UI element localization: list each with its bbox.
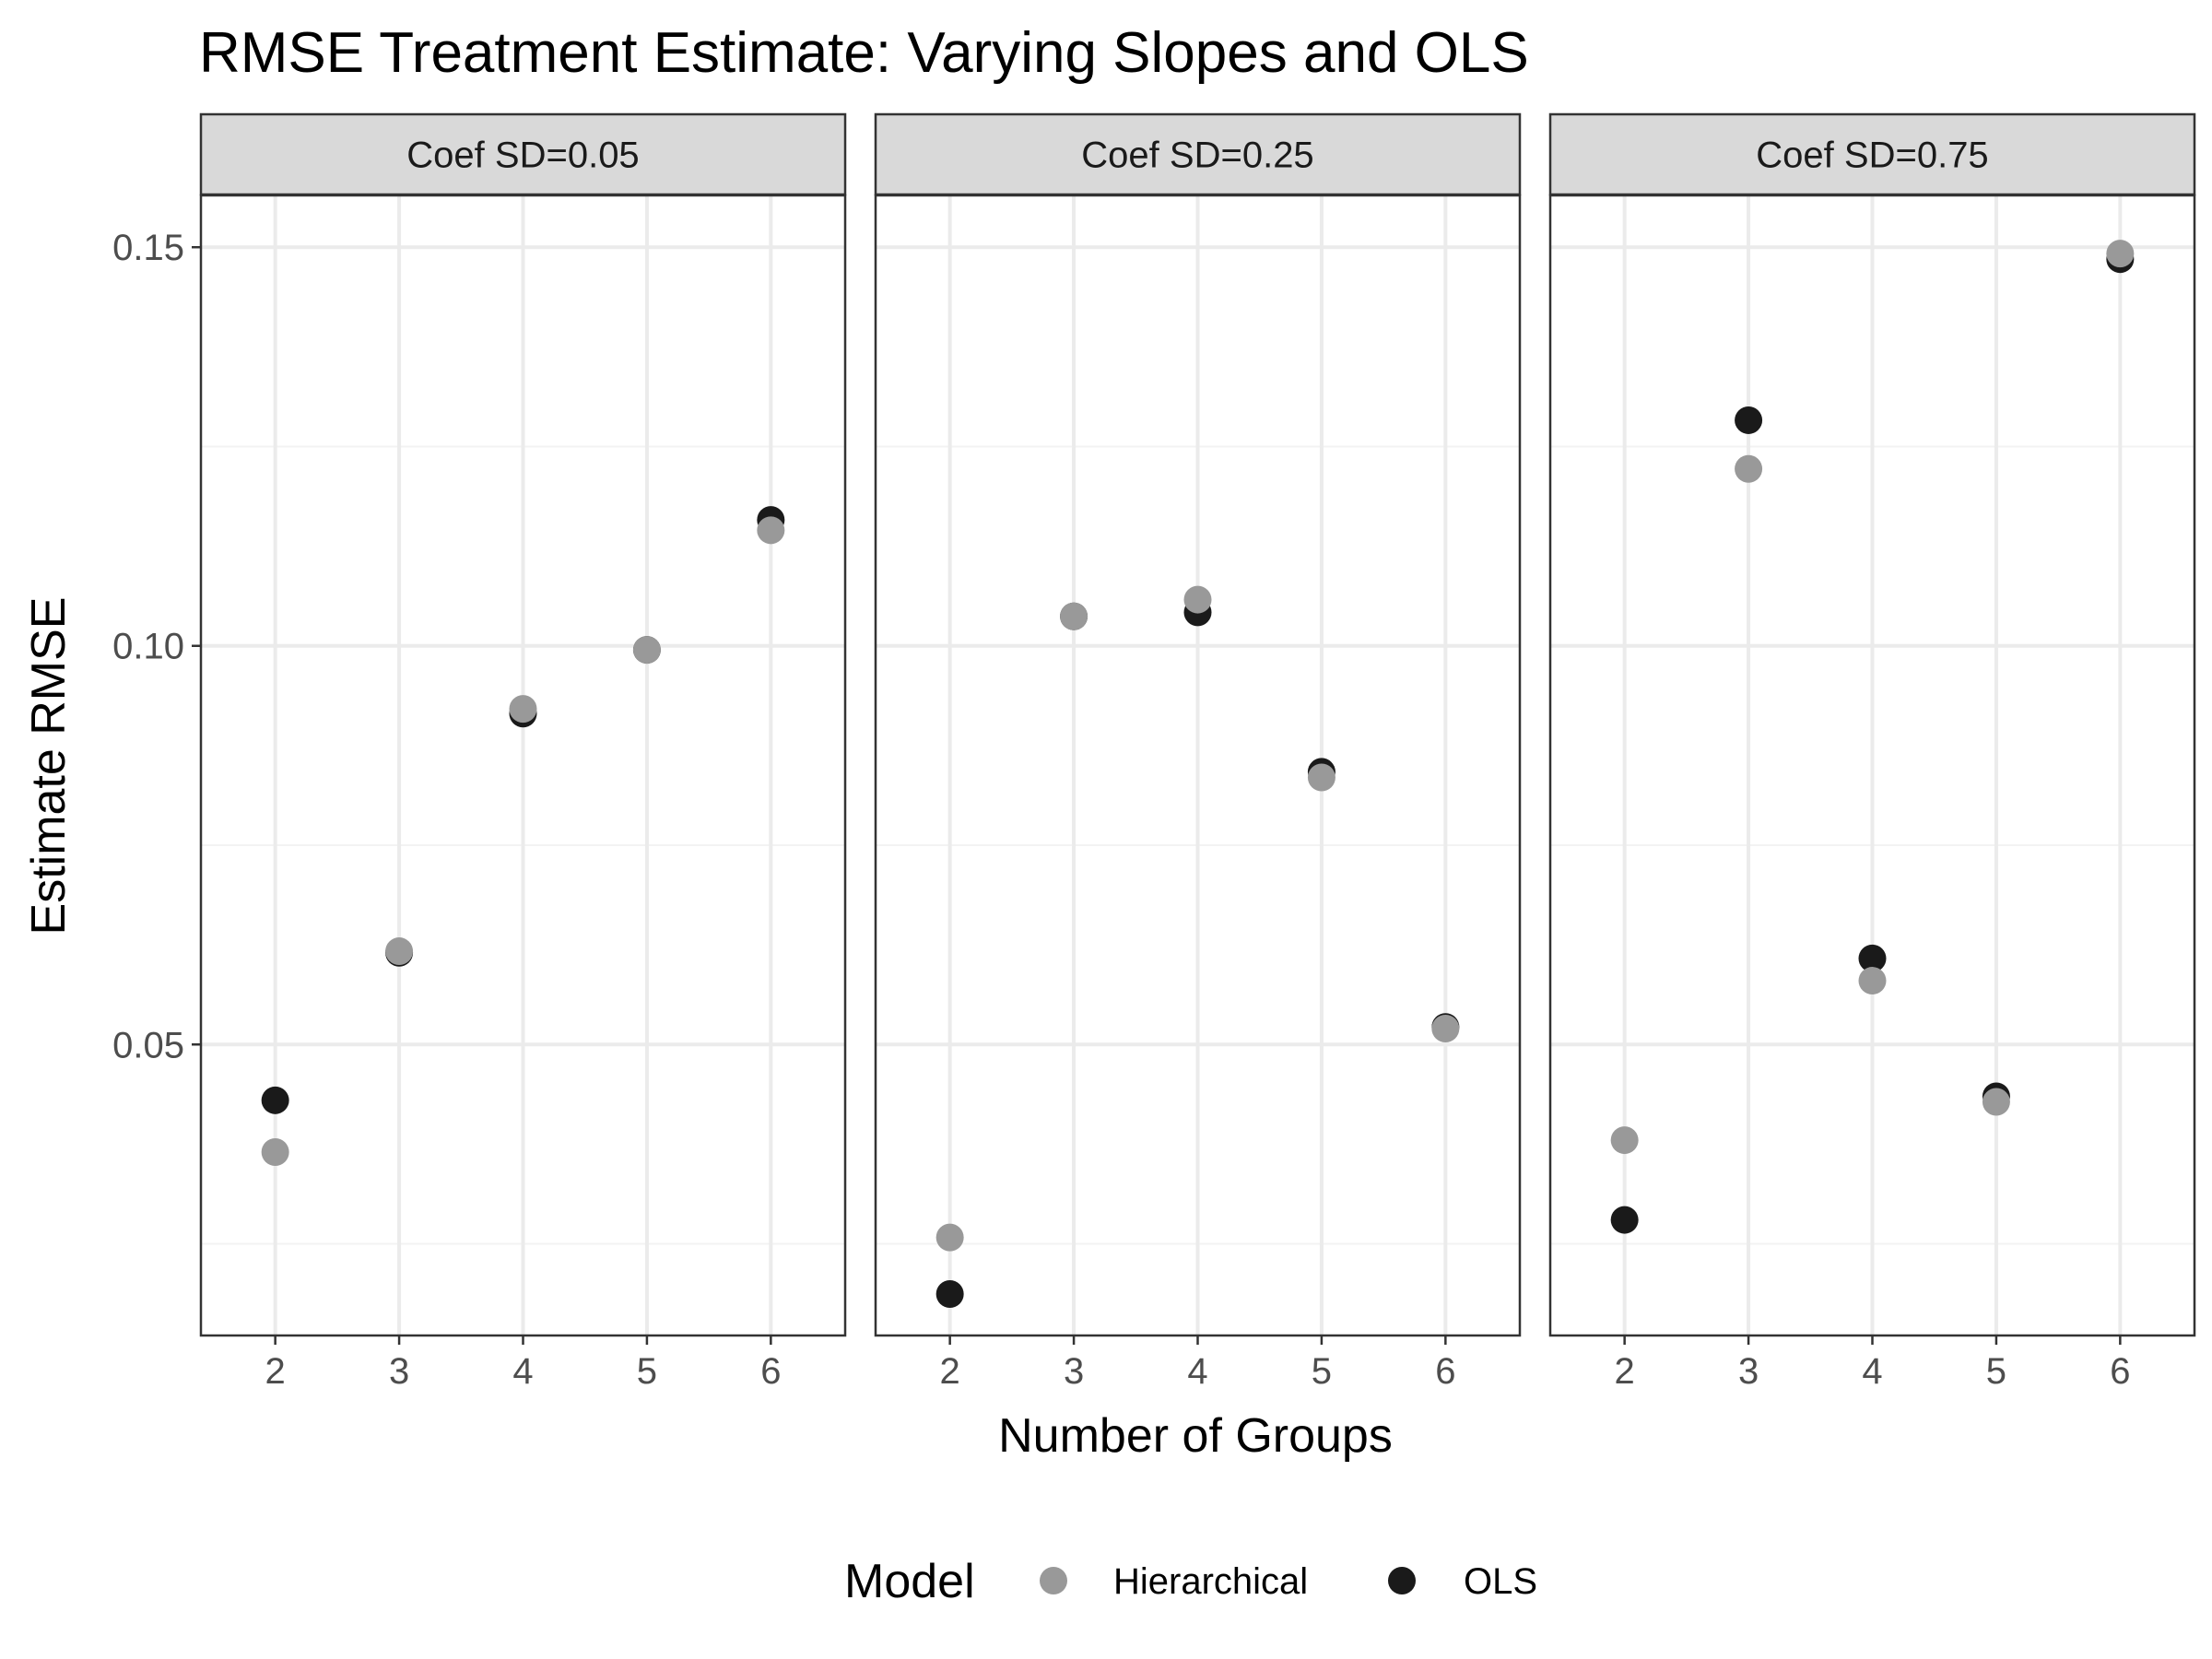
x-tick-label: 5 — [1312, 1351, 1332, 1392]
chart-title: RMSE Treatment Estimate: Varying Slopes … — [199, 21, 1529, 85]
legend-title: Model — [844, 1555, 975, 1608]
x-tick-label: 4 — [1187, 1351, 1207, 1392]
y-tick-label: 0.15 — [112, 228, 184, 268]
y-axis-title: Estimate RMSE — [22, 597, 76, 935]
point-hierarchical — [1735, 454, 1763, 483]
legend-key-ols — [1388, 1567, 1416, 1594]
x-tick-label: 3 — [1064, 1351, 1084, 1392]
point-hierarchical — [1431, 1014, 1460, 1042]
facet-strip-label: Coef SD=0.05 — [406, 135, 639, 176]
point-hierarchical — [935, 1223, 964, 1252]
point-ols — [1610, 1206, 1639, 1234]
point-ols — [1735, 406, 1763, 434]
facet-panel: Coef SD=0.05 2 3 4 5 6 — [199, 112, 847, 1392]
x-tick-label: 3 — [1738, 1351, 1759, 1392]
x-tick-label: 6 — [760, 1351, 781, 1392]
x-tick-label: 6 — [1435, 1351, 1455, 1392]
legend-label: Hierarchical — [1113, 1561, 1308, 1602]
facet-panel: Coef SD=0.75 2 3 4 5 6 — [1548, 112, 2196, 1392]
x-tick-label: 5 — [637, 1351, 657, 1392]
y-tick-label: 0.10 — [112, 627, 184, 667]
facet-strip-label: Coef SD=0.25 — [1081, 135, 1313, 176]
point-hierarchical — [385, 937, 414, 966]
point-hierarchical — [757, 516, 785, 545]
point-hierarchical — [1183, 585, 1212, 614]
x-tick-label: 5 — [1986, 1351, 2006, 1392]
facet-strip — [1548, 112, 2196, 196]
point-ols — [935, 1280, 964, 1309]
point-hierarchical — [261, 1138, 289, 1167]
legend-label: OLS — [1464, 1561, 1537, 1602]
facet-strip — [874, 112, 1522, 196]
point-hierarchical — [1307, 763, 1335, 792]
point-hierarchical — [2106, 240, 2135, 268]
point-hierarchical — [1858, 967, 1887, 995]
y-tick-label: 0.05 — [112, 1025, 184, 1065]
x-tick-label: 4 — [1862, 1351, 1882, 1392]
legend-key-hierarchical — [1040, 1567, 1067, 1594]
facet-panel: Coef SD=0.25 2 3 4 5 6 — [874, 112, 1522, 1392]
x-tick-label: 3 — [389, 1351, 409, 1392]
x-tick-label: 2 — [1615, 1351, 1635, 1392]
facet-strip-label: Coef SD=0.75 — [1756, 135, 1988, 176]
y-axis: 0.05 0.10 0.15 — [112, 228, 201, 1065]
point-hierarchical — [509, 695, 537, 724]
point-ols — [1858, 944, 1887, 972]
point-hierarchical — [1610, 1126, 1639, 1155]
x-axis-title: Number of Groups — [998, 1409, 1393, 1463]
legend: Model Hierarchical OLS — [844, 1555, 1537, 1608]
x-tick-label: 4 — [512, 1351, 533, 1392]
facet-strip — [199, 112, 847, 196]
x-tick-label: 2 — [940, 1351, 960, 1392]
point-hierarchical — [1060, 602, 1088, 630]
x-tick-label: 2 — [265, 1351, 286, 1392]
point-hierarchical — [632, 636, 661, 665]
point-ols — [261, 1086, 289, 1114]
x-tick-label: 6 — [2110, 1351, 2130, 1392]
point-hierarchical — [1982, 1088, 2010, 1116]
